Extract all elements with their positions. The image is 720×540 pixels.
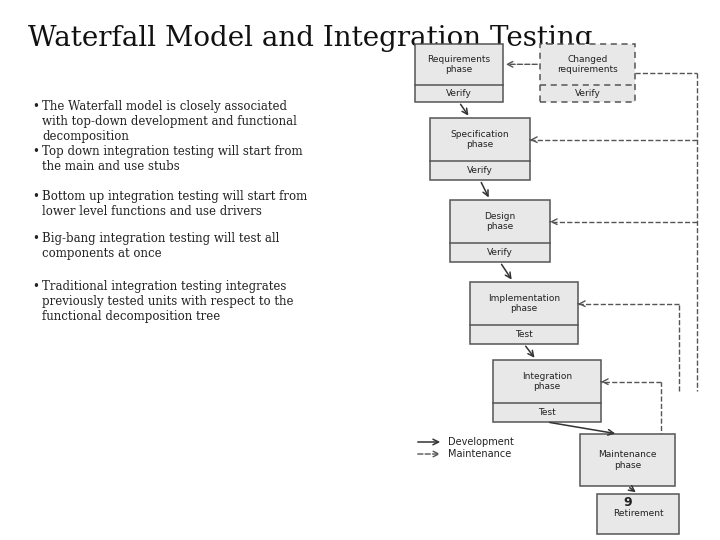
Bar	[470, 282, 578, 344]
Text: Test: Test	[538, 408, 556, 417]
Text: •: •	[32, 190, 39, 203]
Text: Verify: Verify	[575, 89, 600, 98]
Bar	[430, 118, 530, 180]
Text: Integration
phase: Integration phase	[522, 372, 572, 391]
Text: Specification
phase: Specification phase	[451, 130, 509, 150]
Text: Changed
requirements: Changed requirements	[557, 55, 618, 74]
Text: •: •	[32, 100, 39, 113]
Text: Implementation
phase: Implementation phase	[488, 294, 560, 313]
Text: Development: Development	[448, 437, 514, 447]
Text: •: •	[32, 145, 39, 158]
Bar	[450, 200, 550, 262]
Text: Test: Test	[515, 330, 533, 339]
Text: Bottom up integration testing will start from
lower level functions and use driv: Bottom up integration testing will start…	[42, 190, 307, 218]
Text: Retirement: Retirement	[613, 510, 663, 518]
Bar	[493, 360, 601, 422]
Text: Verify: Verify	[487, 248, 513, 257]
Text: Big-bang integration testing will test all
components at once: Big-bang integration testing will test a…	[42, 232, 279, 260]
Bar	[580, 434, 675, 486]
Text: The Waterfall model is closely associated
with top-down development and function: The Waterfall model is closely associate…	[42, 100, 297, 143]
Text: 9: 9	[624, 496, 632, 509]
Text: Maintenance: Maintenance	[448, 449, 511, 459]
Text: •: •	[32, 280, 39, 293]
Text: Top down integration testing will start from
the main and use stubs: Top down integration testing will start …	[42, 145, 302, 173]
Text: Maintenance
phase: Maintenance phase	[598, 450, 657, 470]
Text: Waterfall Model and Integration Testing: Waterfall Model and Integration Testing	[28, 25, 593, 52]
Bar	[415, 44, 503, 102]
Text: Traditional integration testing integrates
previously tested units with respect : Traditional integration testing integrat…	[42, 280, 294, 323]
Text: Design
phase: Design phase	[485, 212, 516, 232]
Bar	[540, 44, 635, 102]
Text: Verify: Verify	[446, 89, 472, 98]
Text: •: •	[32, 232, 39, 245]
Text: Verify: Verify	[467, 166, 493, 175]
Bar	[597, 494, 679, 534]
Text: Requirements
phase: Requirements phase	[428, 55, 490, 74]
